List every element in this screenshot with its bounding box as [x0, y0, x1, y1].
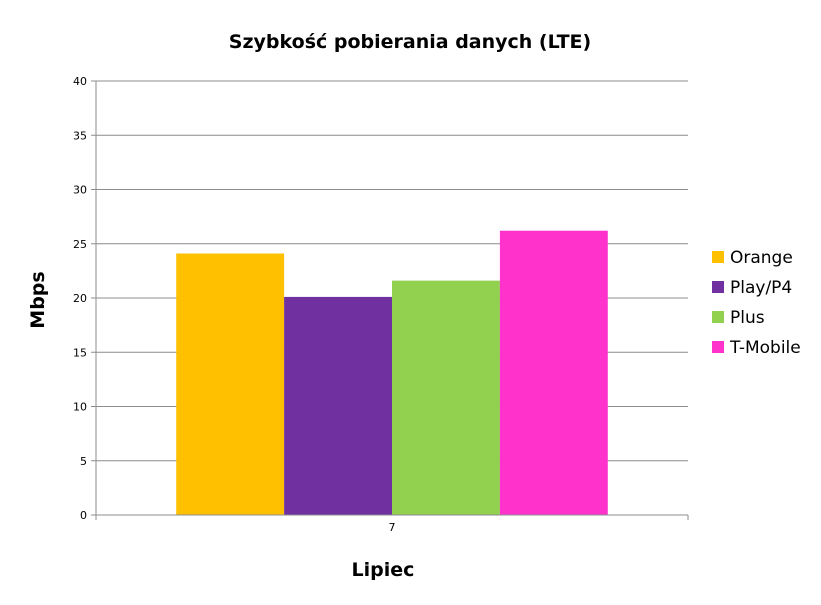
bar-play-p4: [284, 296, 392, 515]
legend-label-orange: Orange: [730, 248, 793, 268]
y-tick-label: 40: [73, 75, 87, 88]
chart-title: Szybkość pobierania danych (LTE): [229, 31, 591, 53]
legend: Orange Play/P4 Plus T-Mobile: [712, 248, 801, 358]
y-tick-label: 20: [73, 292, 87, 305]
y-tick-label: 35: [73, 129, 87, 142]
x-axis-ticks: 7: [95, 515, 689, 534]
y-axis-title: Mbps: [27, 271, 49, 328]
legend-label-t-mobile: T-Mobile: [729, 338, 801, 358]
y-tick-label: 30: [73, 184, 87, 197]
bar-t-mobile: [499, 230, 608, 516]
y-axis-ticks: 0 5 10 15 20 25 30 35 40: [73, 75, 96, 522]
x-tick-label: 7: [389, 521, 396, 534]
y-tick-label: 5: [80, 455, 87, 468]
legend-swatch-plus: [712, 311, 724, 323]
legend-label-play-p4: Play/P4: [730, 278, 792, 298]
x-axis-title: Lipiec: [352, 559, 415, 581]
bar-orange: [176, 253, 285, 515]
legend-label-plus: Plus: [730, 308, 765, 328]
y-tick-label: 15: [73, 346, 87, 359]
y-tick-label: 25: [73, 238, 87, 251]
bars: [176, 230, 608, 516]
legend-swatch-t-mobile: [712, 341, 724, 353]
y-tick-label: 0: [80, 509, 87, 522]
legend-swatch-orange: [712, 251, 724, 263]
y-tick-label: 10: [73, 401, 87, 414]
legend-swatch-play-p4: [712, 281, 724, 293]
bar-plus: [392, 280, 500, 515]
